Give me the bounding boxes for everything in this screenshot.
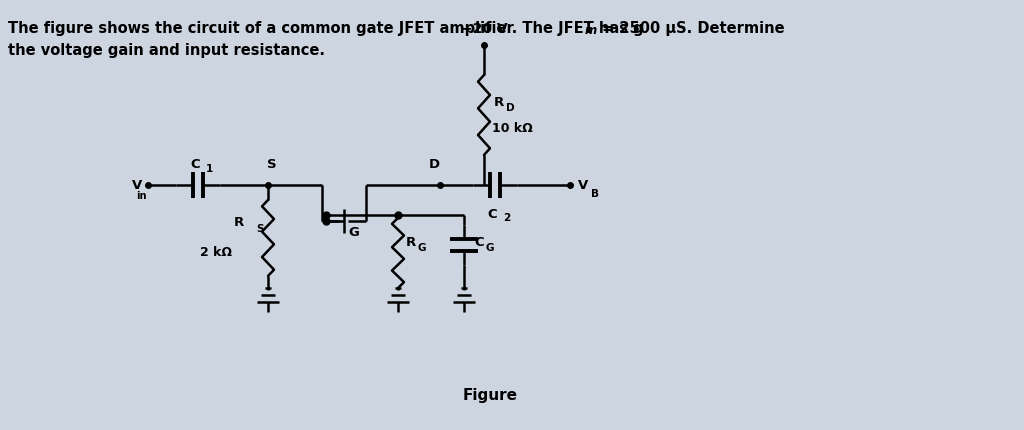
Text: The figure shows the circuit of a common gate JFET amplifier. The JFET has g: The figure shows the circuit of a common… [8, 21, 644, 36]
Text: +20 V: +20 V [461, 22, 507, 36]
Text: C: C [474, 235, 483, 248]
Text: m: m [585, 24, 597, 37]
Text: G: G [348, 225, 358, 239]
Text: the voltage gain and input resistance.: the voltage gain and input resistance. [8, 43, 325, 58]
Text: 1: 1 [206, 164, 213, 174]
Text: R: R [406, 235, 416, 248]
Text: G: G [486, 243, 495, 252]
Text: S: S [256, 224, 263, 233]
Text: D: D [428, 157, 439, 170]
Text: V: V [578, 178, 588, 191]
Text: C: C [190, 157, 200, 170]
Text: R: R [233, 216, 244, 229]
Text: 2 kΩ: 2 kΩ [200, 246, 232, 259]
Text: Figure: Figure [463, 387, 517, 402]
Text: C: C [487, 208, 497, 221]
Text: B: B [591, 189, 599, 199]
Text: V: V [132, 178, 142, 191]
Text: = 2500 μS. Determine: = 2500 μS. Determine [597, 21, 784, 36]
Text: G: G [418, 243, 427, 252]
Text: 10 kΩ: 10 kΩ [492, 121, 532, 134]
Text: R: R [494, 95, 504, 108]
Text: in: in [136, 190, 147, 200]
Text: S: S [267, 157, 276, 170]
Text: 2: 2 [503, 212, 510, 222]
Text: D: D [506, 103, 515, 113]
